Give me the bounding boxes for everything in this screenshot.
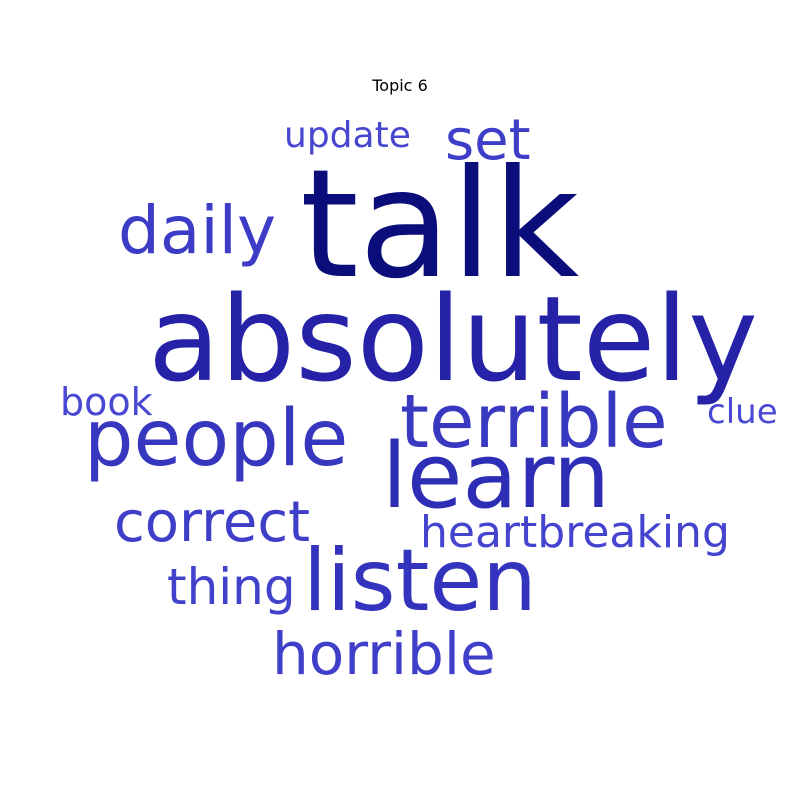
word-update: update bbox=[284, 115, 411, 156]
word-listen: listen bbox=[303, 531, 537, 631]
word-daily: daily bbox=[118, 192, 277, 269]
word-absolutely: absolutely bbox=[148, 270, 758, 408]
chart-title: Topic 6 bbox=[372, 76, 428, 95]
word-book: book bbox=[60, 380, 153, 424]
word-terrible: terrible bbox=[400, 379, 668, 465]
word-heartbreaking: heartbreaking bbox=[420, 507, 730, 558]
word-clue: clue bbox=[707, 392, 778, 432]
word-learn: learn bbox=[382, 424, 610, 529]
word-correct: correct bbox=[114, 490, 311, 555]
word-people: people bbox=[84, 394, 349, 484]
word-talk: talk bbox=[300, 138, 580, 312]
word-set: set bbox=[445, 108, 531, 173]
word-thing: thing bbox=[167, 558, 296, 616]
word-horrible: horrible bbox=[272, 620, 496, 688]
